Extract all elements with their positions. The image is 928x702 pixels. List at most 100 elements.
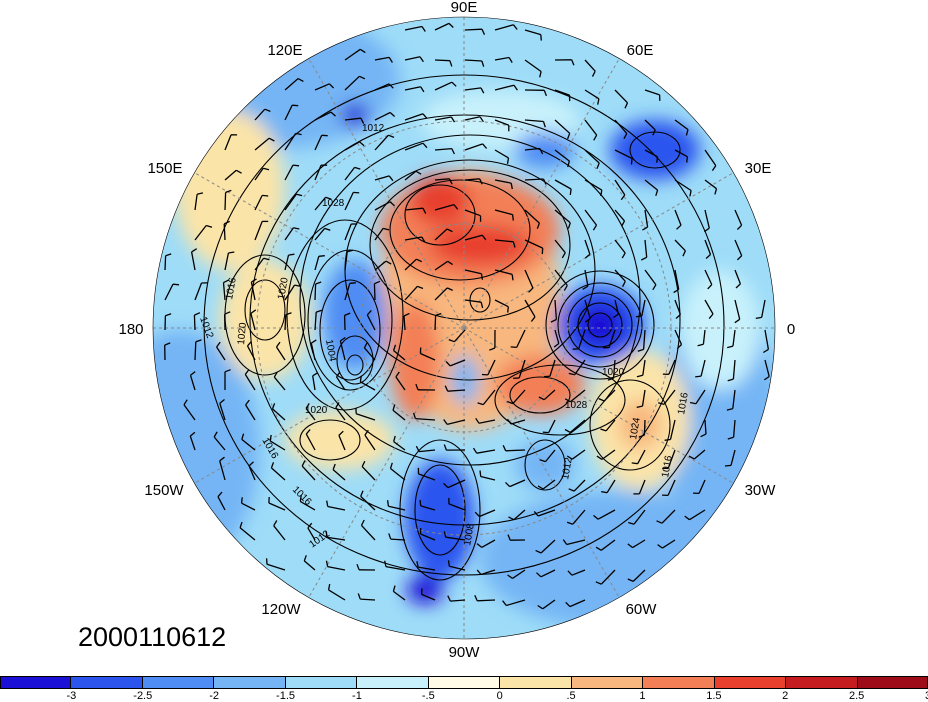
wind-barb bbox=[241, 502, 256, 511]
wind-barb bbox=[310, 343, 316, 361]
wind-barb-flag bbox=[415, 170, 422, 175]
wind-barb-flag bbox=[294, 284, 301, 287]
wind-barb bbox=[344, 141, 360, 151]
wind-barb bbox=[447, 419, 466, 426]
wind-barb bbox=[404, 207, 424, 211]
wind-barb-flag bbox=[697, 343, 704, 347]
wind-barb-flag bbox=[293, 227, 300, 230]
wind-barb bbox=[702, 329, 706, 345]
wind-barb-flag bbox=[642, 226, 648, 231]
wind-barb bbox=[390, 538, 406, 541]
wind-barb-flag bbox=[420, 86, 425, 93]
wind-barb bbox=[447, 479, 466, 489]
wind-barb bbox=[374, 83, 390, 91]
wind-barb-flag bbox=[443, 531, 447, 538]
wind-barb-flag bbox=[443, 444, 448, 451]
wind-barb bbox=[524, 29, 541, 36]
wind-barb-flag bbox=[595, 546, 602, 551]
wind-barb-flag bbox=[444, 385, 449, 392]
wind-barb bbox=[305, 433, 316, 451]
wind-barb bbox=[415, 417, 436, 421]
wind-barb-flag bbox=[239, 521, 243, 529]
isobar-label: 1024 bbox=[628, 416, 643, 440]
wind-barbs bbox=[164, 22, 770, 610]
wind-barb-flag bbox=[384, 560, 387, 567]
wind-barb bbox=[524, 209, 540, 224]
wind-barb-flag bbox=[353, 191, 360, 194]
wind-barb bbox=[393, 441, 406, 451]
wind-barb-flag bbox=[482, 143, 488, 149]
wind-barb-flag bbox=[620, 194, 626, 201]
wind-barb-flag bbox=[714, 188, 718, 195]
wind-barb-flag bbox=[676, 344, 682, 350]
wind-barb-flag bbox=[550, 318, 557, 323]
wind-barb bbox=[505, 449, 526, 452]
wind-barb-flag bbox=[595, 581, 602, 585]
wind-barb-flag bbox=[571, 59, 575, 66]
wind-barb-flag bbox=[164, 342, 171, 346]
wind-barb bbox=[537, 509, 556, 517]
wind-barb-flag bbox=[506, 157, 510, 164]
wind-barb bbox=[299, 500, 316, 511]
wind-barb-flag bbox=[453, 204, 459, 210]
wind-barb-flag bbox=[682, 250, 686, 257]
wind-barb-flag bbox=[190, 371, 196, 376]
wind-barb-flag bbox=[447, 595, 451, 602]
isobar-label: 1016 bbox=[660, 454, 675, 478]
wind-barb bbox=[327, 565, 346, 571]
wind-barb-flag bbox=[567, 570, 573, 576]
wind-barb bbox=[374, 175, 390, 181]
wind-barb-flag bbox=[472, 447, 478, 454]
wind-barb-flag bbox=[443, 482, 449, 489]
wind-barb-flag bbox=[727, 378, 734, 382]
wind-barb bbox=[266, 563, 286, 571]
wind-barb-flag bbox=[489, 347, 496, 351]
lon-label-120e: 120E bbox=[267, 42, 302, 59]
wind-barb bbox=[284, 78, 299, 91]
wind-barb bbox=[194, 341, 197, 361]
wind-barb bbox=[661, 509, 676, 524]
wind-barb-flag bbox=[630, 158, 633, 165]
wind-barb-flag bbox=[708, 313, 714, 320]
wind-barb-flag bbox=[727, 436, 734, 440]
wind-barb-flag bbox=[419, 499, 422, 506]
wind-barb-flag bbox=[510, 182, 513, 190]
wind-barb bbox=[366, 314, 376, 331]
isobar-label: 1012 bbox=[362, 123, 385, 134]
wind-barb-flag bbox=[335, 402, 340, 408]
wind-barb bbox=[404, 86, 421, 91]
wind-barb bbox=[312, 375, 316, 391]
wind-barb bbox=[614, 149, 633, 159]
wind-barb bbox=[734, 209, 743, 226]
wind-barb bbox=[734, 239, 743, 256]
wind-barb bbox=[644, 269, 657, 286]
graticule bbox=[153, 17, 775, 639]
wind-barb-flag bbox=[361, 460, 366, 467]
lon-label-30e: 30E bbox=[745, 160, 772, 177]
wind-barb-flag bbox=[264, 108, 271, 113]
wind-barb-flag bbox=[652, 284, 657, 291]
wind-barb-flag bbox=[216, 341, 221, 348]
wind-barb bbox=[540, 539, 556, 554]
wind-barb-flag bbox=[479, 116, 484, 123]
lon-label-150w: 150W bbox=[144, 482, 184, 499]
wind-barb bbox=[449, 565, 466, 571]
wind-barb-flag bbox=[305, 403, 310, 409]
wind-barb bbox=[344, 75, 360, 91]
wind-barb-flag bbox=[422, 142, 428, 149]
wind-barb-flag bbox=[388, 175, 394, 182]
wind-barb-flag bbox=[479, 178, 483, 185]
wind-barb bbox=[373, 283, 376, 301]
wind-barb-flag bbox=[508, 516, 515, 521]
wind-barb bbox=[554, 149, 570, 162]
wind-barb bbox=[344, 117, 361, 121]
wind-barb bbox=[250, 281, 256, 301]
lon-label-0: 0 bbox=[787, 321, 795, 338]
wind-barb-flag bbox=[448, 178, 453, 185]
wind-barb bbox=[246, 345, 256, 361]
wind-barb-flag bbox=[542, 431, 549, 434]
wind-barb-flag bbox=[449, 60, 453, 67]
wind-barb bbox=[314, 83, 330, 91]
wind-barb bbox=[554, 329, 560, 344]
wind-barb bbox=[219, 460, 226, 481]
